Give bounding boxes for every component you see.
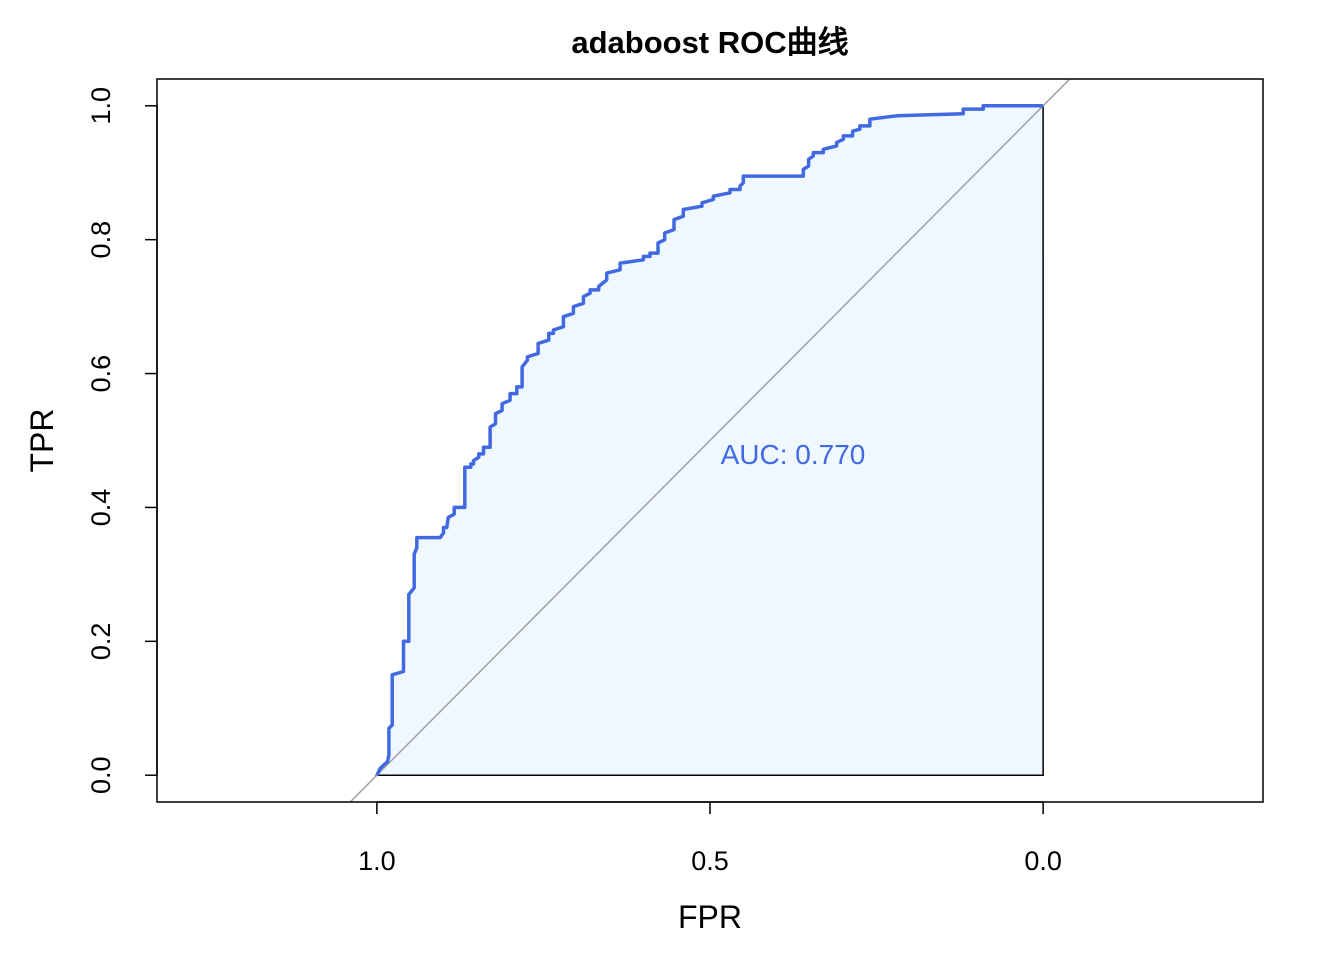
x-tick-label: 1.0 (358, 846, 396, 876)
plot-area (349, 79, 1071, 802)
x-axis-label: FPR (678, 899, 742, 935)
axes: 1.0 0.5 0.0 0.0 0.2 0.4 0.6 0.8 1.0 (86, 78, 1264, 876)
roc-curve (375, 104, 1044, 776)
y-tick-label: 1.0 (86, 87, 116, 125)
y-tick-label: 0.0 (86, 756, 116, 794)
auc-annotation: AUC: 0.770 (721, 439, 866, 470)
y-tick-label: 0.8 (86, 221, 116, 259)
y-tick-label: 0.6 (86, 355, 116, 393)
x-tick-label: 0.0 (1024, 846, 1062, 876)
x-tick-label: 0.5 (691, 846, 729, 876)
y-axis-label: TPR (24, 409, 60, 473)
y-tick-label: 0.2 (86, 623, 116, 661)
y-tick-label: 0.4 (86, 489, 116, 527)
diagonal-reference-line (349, 79, 1071, 802)
chart-title: adaboost ROC曲线 (571, 25, 848, 60)
